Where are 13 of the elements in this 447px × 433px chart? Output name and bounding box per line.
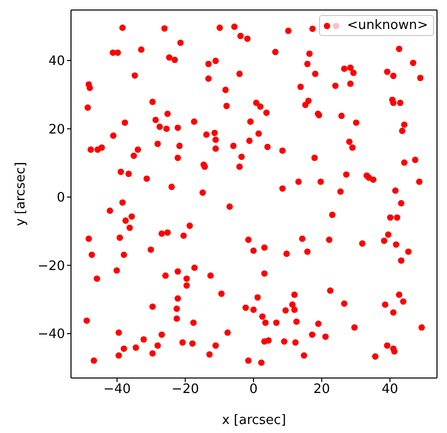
y-tick-label: −40 — [38, 327, 65, 342]
x-tick-label: 0 — [249, 382, 258, 398]
y-axis-title: y [arcsec] — [14, 162, 29, 226]
legend-label: <unknown> — [347, 18, 428, 33]
x-tick-label: 40 — [382, 382, 398, 398]
y-tick-label: −20 — [38, 258, 65, 274]
x-tick-label: −20 — [172, 382, 199, 398]
x-axis-title: x [arcsec] — [222, 413, 286, 428]
y-tick-label: 0 — [56, 190, 65, 206]
y-tick-label: 20 — [48, 122, 65, 138]
x-tick-label: 20 — [313, 382, 330, 398]
y-tick-label: 40 — [48, 54, 65, 70]
x-tick-label: −40 — [103, 382, 131, 398]
